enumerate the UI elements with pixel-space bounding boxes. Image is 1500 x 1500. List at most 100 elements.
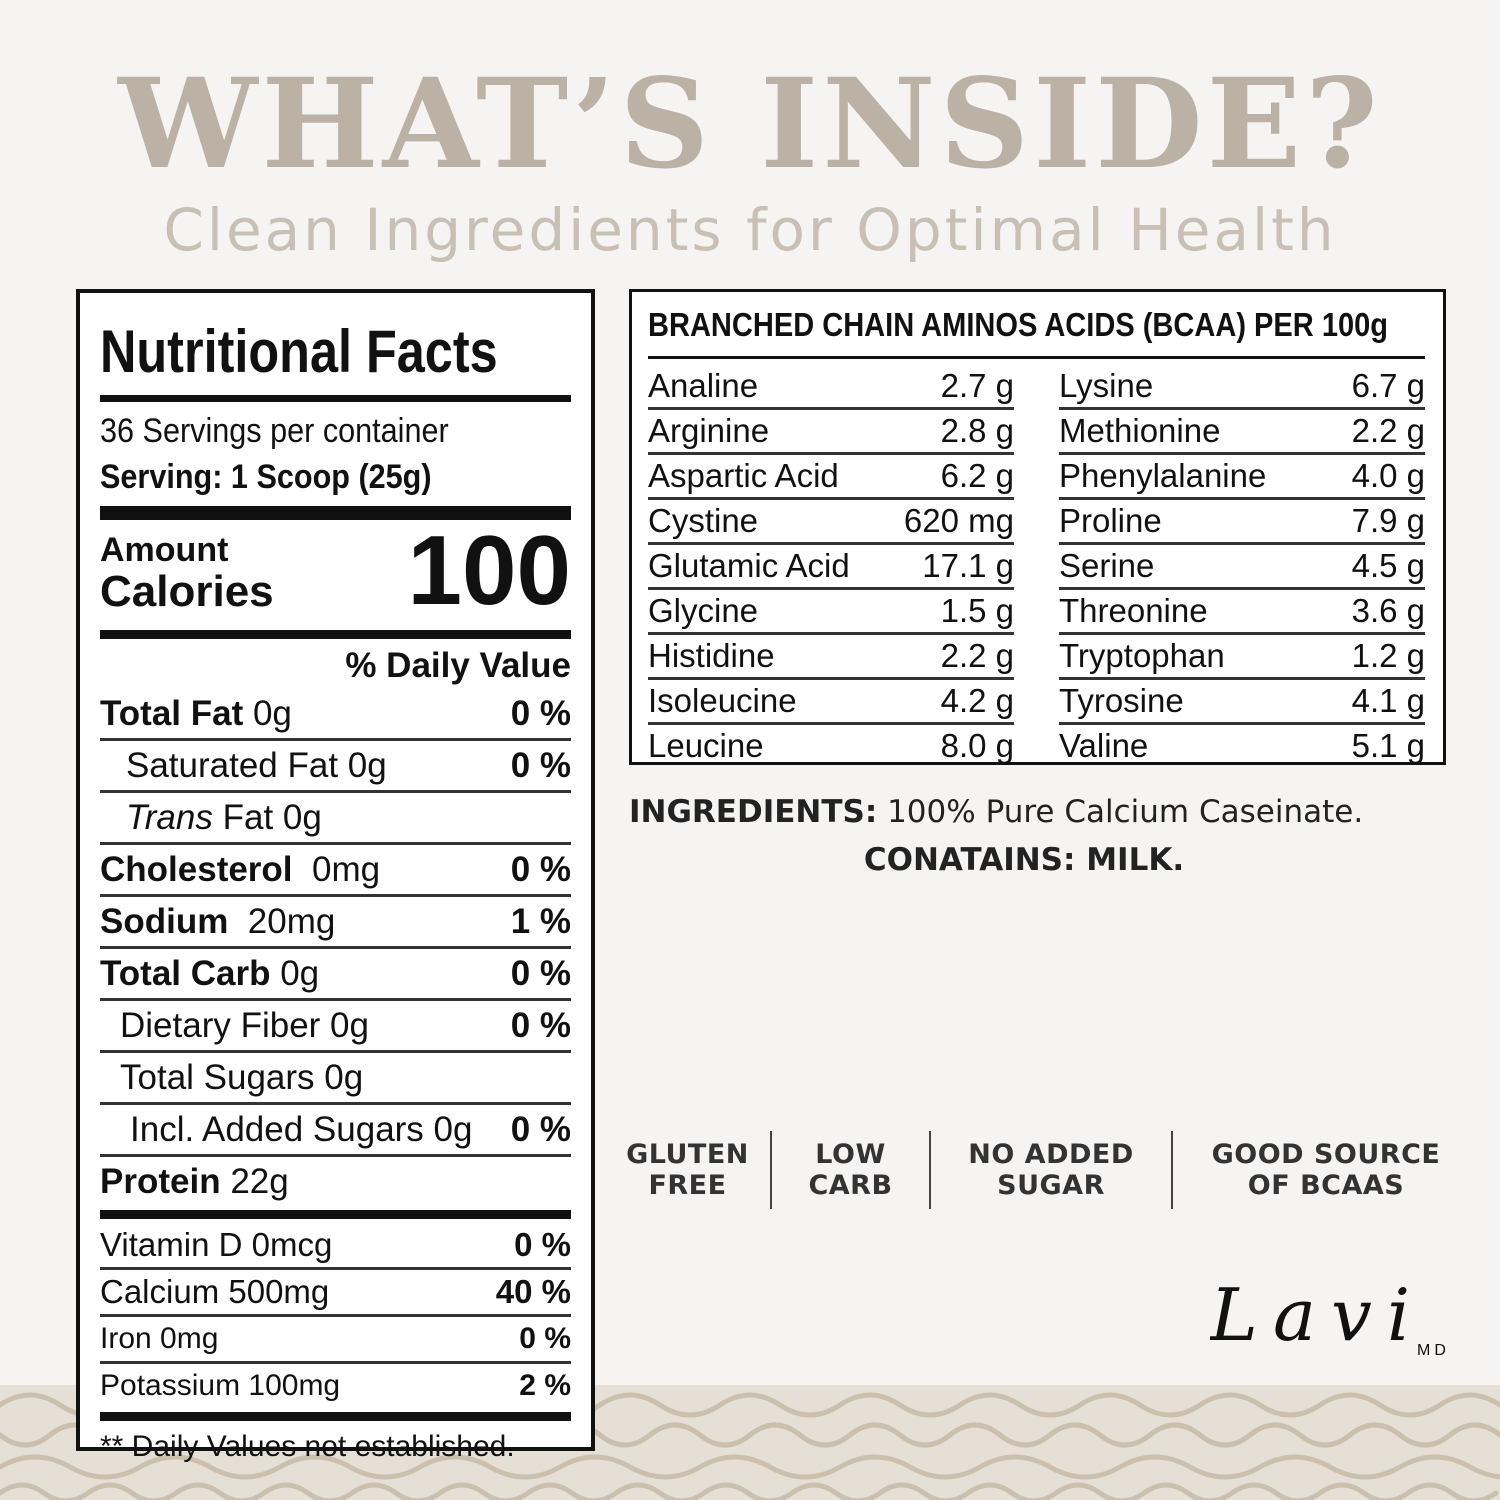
allergen-statement: CONATAINS: MILK. — [863, 842, 1185, 878]
badge-line: GOOD SOURCE — [1211, 1139, 1441, 1170]
nutrient-percent: 1 % — [510, 901, 571, 941]
badge-line: LOW — [815, 1139, 886, 1170]
nutrient-amount: 0mg — [312, 849, 381, 889]
amino-row: Aspartic Acid 6.2 g — [648, 455, 1014, 500]
logo-suffix: MD — [1417, 1342, 1450, 1359]
nutrient-row-protein: Protein 22g — [100, 1157, 571, 1206]
amino-row: Glutamic Acid 17.1 g — [648, 545, 1014, 590]
vitamin-percent: 0 % — [519, 1322, 571, 1355]
amino-row: Valine 5.1 g — [1059, 725, 1425, 767]
amino-row: Phenylalanine 4.0 g — [1059, 455, 1425, 500]
amino-row: Threonine 3.6 g — [1059, 590, 1425, 635]
amino-row: Cystine 620 mg — [648, 500, 1014, 545]
vitamin-label: Calcium 500mg — [100, 1273, 330, 1310]
calories-label: Calories — [100, 567, 274, 616]
badge-line: CARB — [808, 1170, 893, 1201]
nutrient-label: Fat 0g — [222, 797, 322, 837]
divider — [100, 1412, 571, 1421]
logo-wordmark: Lavi — [1210, 1273, 1410, 1357]
amino-name: Cystine — [648, 502, 759, 539]
nutrient-row-dietary-fiber: Dietary Fiber 0g 0 % — [100, 1001, 571, 1053]
feature-badges: GLUTEN FREE LOW CARB NO ADDED SUGAR GOOD… — [605, 1130, 1485, 1210]
nutrient-percent: 0 % — [510, 1005, 571, 1045]
amino-amount: 8.0 g — [940, 727, 1014, 764]
amino-name: Phenylalanine — [1059, 457, 1267, 494]
nutrient-label: Cholesterol — [100, 849, 293, 889]
vitamin-row: Iron 0mg 0 % — [100, 1317, 571, 1364]
amino-amount: 3.6 g — [1351, 592, 1425, 629]
badge-line: NO ADDED — [968, 1139, 1134, 1170]
nutrient-row-cholesterol: Cholesterol 0mg 0 % — [100, 845, 571, 897]
amino-amount: 620 mg — [903, 502, 1014, 539]
amino-name: Isoleucine — [648, 682, 797, 719]
amino-row: Lysine 6.7 g — [1059, 365, 1425, 410]
vitamin-row: Calcium 500mg 40 % — [100, 1270, 571, 1317]
ingredients-text: INGREDIENTS: 100% Pure Calcium Caseinate… — [629, 790, 1429, 834]
nutrient-row-sodium: Sodium 20mg 1 % — [100, 897, 571, 949]
amino-amount: 2.7 g — [940, 367, 1014, 404]
nutrition-facts-title: Nutritional Facts — [100, 318, 498, 385]
divider — [100, 630, 571, 639]
footnote: ** Daily Values not established. — [100, 1430, 515, 1463]
vitamin-percent: 0 % — [514, 1226, 571, 1263]
nutrient-label: Sodium — [100, 901, 229, 941]
calories-value: 100 — [407, 515, 571, 625]
amino-amount: 2.2 g — [1351, 412, 1425, 449]
vitamin-percent: 40 % — [495, 1273, 571, 1310]
page-subtitle: Clean Ingredients for Optimal Health — [163, 196, 1337, 264]
amino-amount: 4.2 g — [940, 682, 1014, 719]
nutrient-amount: 0g — [252, 693, 292, 733]
nutrient-label-italic: Trans — [126, 797, 213, 837]
amino-amount: 5.1 g — [1351, 727, 1425, 764]
amino-row: Tryptophan 1.2 g — [1059, 635, 1425, 680]
servings-per-container: 36 Servings per container — [100, 412, 449, 450]
badge-separator — [770, 1131, 772, 1209]
amino-amount: 1.2 g — [1351, 637, 1425, 674]
badge-no-added-sugar: NO ADDED SUGAR — [931, 1139, 1171, 1201]
amino-name: Tryptophan — [1059, 637, 1225, 674]
nutrient-label: Incl. Added Sugars 0g — [130, 1109, 473, 1149]
nutrition-facts-panel: Nutritional Facts 36 Servings per contai… — [76, 289, 595, 1463]
badge-gluten-free: GLUTEN FREE — [605, 1139, 770, 1201]
divider — [100, 506, 571, 520]
nutrient-label: Protein — [100, 1161, 221, 1201]
amino-amount: 4.0 g — [1351, 457, 1425, 494]
nutrient-label: Total Fat — [100, 693, 244, 733]
page-title: WHAT’S INSIDE? — [118, 52, 1382, 197]
badge-line: OF BCAAS — [1247, 1170, 1405, 1201]
amino-name: Proline — [1059, 502, 1162, 539]
bcaa-column-right: Lysine 6.7 g Methionine 2.2 g Phenylalanin… — [1059, 365, 1425, 767]
nutrient-label: Total Carb — [100, 953, 271, 993]
nutrient-percent: 0 % — [510, 849, 571, 889]
amino-row: Tyrosine 4.1 g — [1059, 680, 1425, 725]
amino-row: Methionine 2.2 g — [1059, 410, 1425, 455]
nutrient-row-saturated-fat: Saturated Fat 0g 0 % — [100, 741, 571, 793]
bcaa-title: BRANCHED CHAIN AMINOS ACIDS (BCAA) PER 1… — [648, 306, 1389, 343]
amino-amount: 4.5 g — [1351, 547, 1425, 584]
serving-size: Serving: 1 Scoop (25g) — [100, 458, 432, 496]
amino-amount: 4.1 g — [1351, 682, 1425, 719]
nutrient-percent: 0 % — [510, 745, 571, 785]
daily-value-header: % Daily Value — [345, 646, 571, 685]
amino-row: Glycine 1.5 g — [648, 590, 1014, 635]
amino-name: Lysine — [1059, 367, 1154, 404]
vitamin-row: Vitamin D 0mcg 0 % — [100, 1223, 571, 1270]
vitamin-label: Potassium 100mg — [100, 1369, 341, 1402]
amino-name: Serine — [1059, 547, 1155, 584]
ingredients-value: 100% Pure Calcium Caseinate. — [877, 794, 1364, 830]
nutrient-percent: 0 % — [510, 693, 571, 733]
calories-block: Amount Calories 100 — [100, 520, 571, 626]
badge-low-carb: LOW CARB — [772, 1139, 929, 1201]
amino-name: Analine — [648, 367, 759, 404]
amino-row: Isoleucine 4.2 g — [648, 680, 1014, 725]
brand-logo: Lavi MD — [1208, 1270, 1480, 1370]
amino-row: Arginine 2.8 g — [648, 410, 1014, 455]
divider — [100, 1210, 571, 1219]
amino-name: Threonine — [1059, 592, 1208, 629]
amino-name: Glycine — [648, 592, 759, 629]
amino-amount: 2.2 g — [940, 637, 1014, 674]
nutrient-label: Saturated Fat 0g — [126, 745, 387, 785]
nutrient-amount: 0g — [280, 953, 320, 993]
amino-row: Histidine 2.2 g — [648, 635, 1014, 680]
amino-amount: 6.7 g — [1351, 367, 1425, 404]
